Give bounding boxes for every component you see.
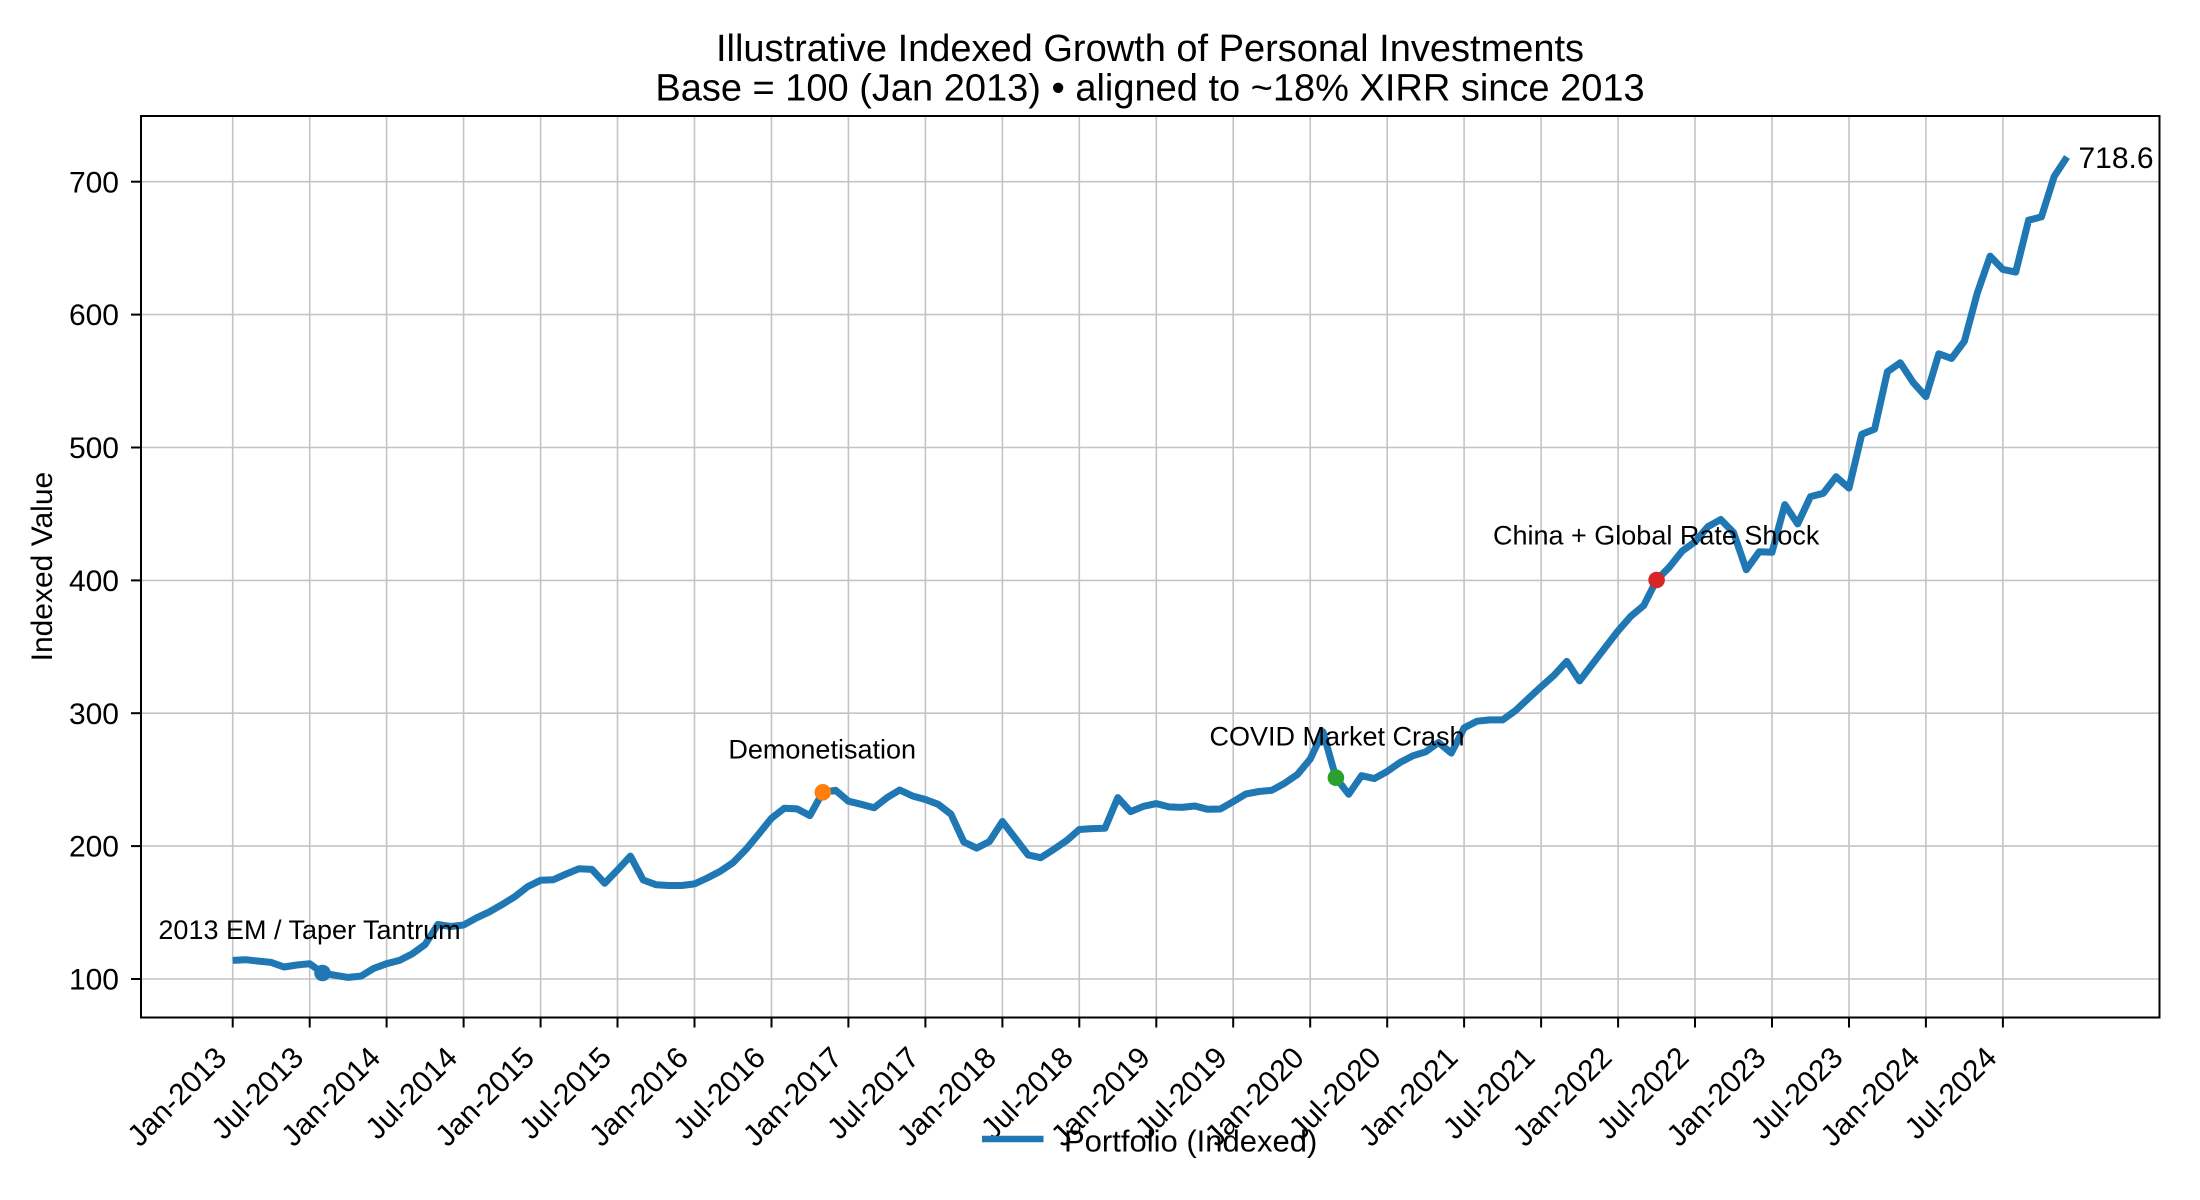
svg-text:Demonetisation: Demonetisation [728,735,916,765]
svg-text:Indexed Value: Indexed Value [26,472,59,662]
svg-text:200: 200 [69,831,119,864]
svg-text:718.6: 718.6 [2079,142,2154,175]
svg-text:400: 400 [69,565,119,598]
svg-text:100: 100 [69,964,119,997]
svg-text:600: 600 [69,299,119,332]
svg-text:Portfolio (Indexed): Portfolio (Indexed) [1064,1124,1317,1159]
svg-text:Base = 100 (Jan 2013) • aligne: Base = 100 (Jan 2013) • aligned to ~18% … [655,68,1644,110]
svg-text:500: 500 [69,432,119,465]
svg-text:700: 700 [69,166,119,199]
svg-text:COVID Market Crash: COVID Market Crash [1209,722,1464,752]
svg-text:China + Global Rate Shock: China + Global Rate Shock [1493,520,1820,550]
svg-text:2013 EM / Taper Tantrum: 2013 EM / Taper Tantrum [158,915,460,945]
svg-text:Illustrative Indexed Growth of: Illustrative Indexed Growth of Personal … [716,28,1584,70]
svg-text:300: 300 [69,698,119,731]
